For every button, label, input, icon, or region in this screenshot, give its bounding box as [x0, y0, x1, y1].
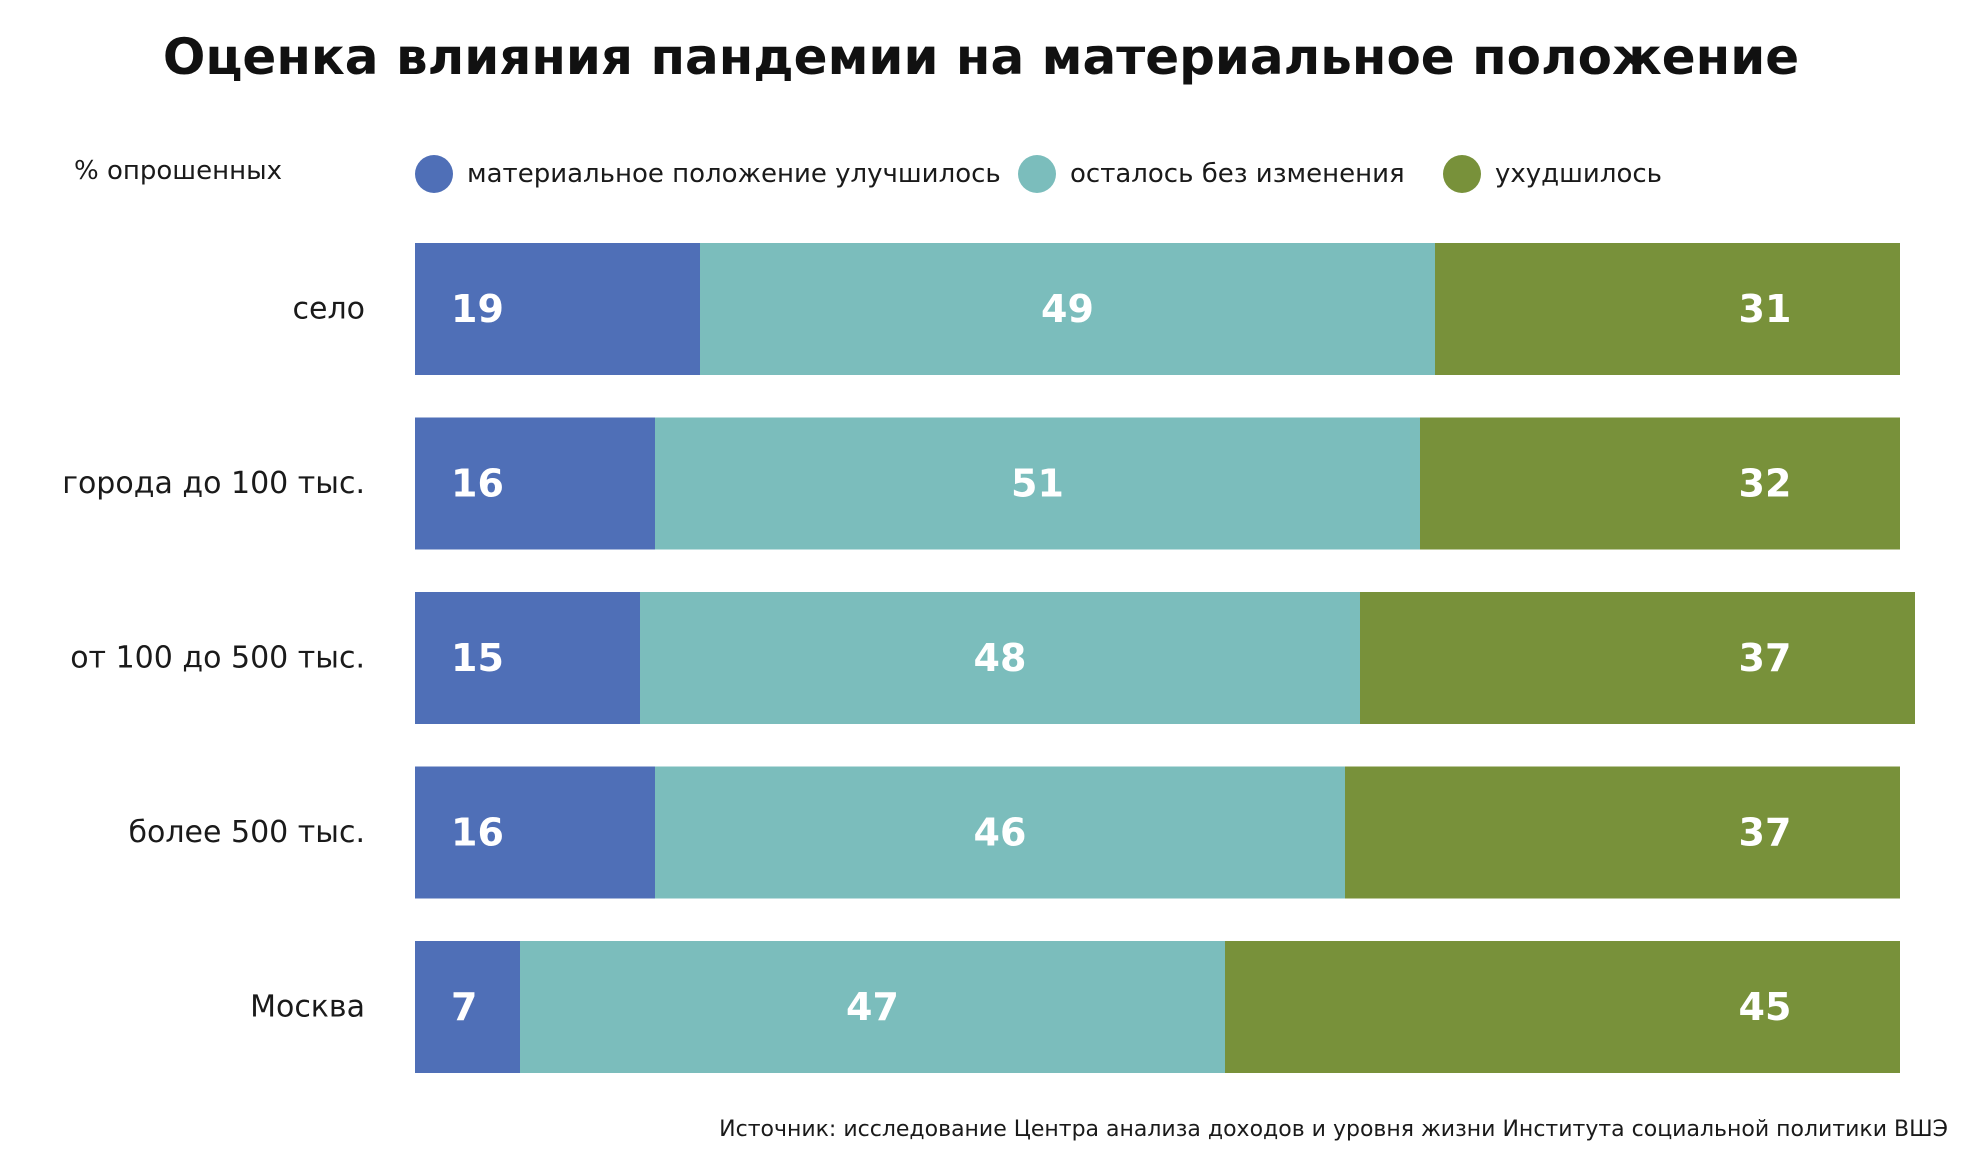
bar-segment-improved	[415, 766, 655, 899]
unit-label: % опрошенных	[74, 156, 282, 186]
bar-segment-unchanged	[655, 417, 1420, 550]
value-label-unchanged: 48	[974, 636, 1027, 680]
legend-item-worsened: ухудшилось	[1443, 154, 1662, 194]
category-label: Москва	[250, 990, 365, 1025]
value-label-worsened: 31	[1739, 287, 1792, 331]
value-label-improved: 7	[451, 985, 477, 1029]
legend-marker-worsened	[1443, 155, 1481, 193]
bar-segment-unchanged	[640, 592, 1360, 724]
bar-segment-worsened	[1345, 766, 1900, 899]
value-label-worsened: 37	[1739, 636, 1792, 680]
legend-item-improved: материальное положение улучшилось	[415, 154, 1001, 194]
bar-row: города до 100 тыс. 16 51 32	[62, 417, 1900, 550]
bar-segment-unchanged	[700, 243, 1435, 375]
legend-marker-unchanged	[1018, 155, 1056, 193]
legend-label-worsened: ухудшилось	[1495, 159, 1662, 189]
bar-segment-unchanged	[520, 941, 1225, 1073]
bar-row: более 500 тыс. 16 46 37	[129, 766, 1900, 899]
legend-item-unchanged: осталось без изменения	[1018, 154, 1405, 194]
bar-segment-worsened	[1420, 417, 1900, 550]
chart-title: Оценка влияния пандемии на материальное …	[162, 28, 1800, 86]
bar-segment-improved	[415, 243, 700, 375]
bar-row: от 100 до 500 тыс. 15 48 37	[70, 592, 1915, 724]
value-label-unchanged: 51	[1011, 462, 1064, 506]
legend-label-improved: материальное положение улучшилось	[467, 159, 1001, 189]
value-label-improved: 19	[451, 287, 504, 331]
category-label: село	[293, 292, 365, 327]
bar-segment-improved	[415, 592, 640, 724]
category-label: более 500 тыс.	[129, 815, 365, 850]
bar-segment-worsened	[1435, 243, 1900, 375]
value-label-unchanged: 49	[1041, 287, 1094, 331]
bar-segment-improved	[415, 941, 520, 1073]
category-label: города до 100 тыс.	[62, 466, 365, 501]
value-label-unchanged: 47	[846, 985, 899, 1029]
bar-row: Москва 7 47 45	[250, 941, 1900, 1073]
bar-segment-worsened	[1360, 592, 1915, 724]
value-label-worsened: 45	[1739, 985, 1792, 1029]
bar-segment-worsened	[1225, 941, 1900, 1073]
value-label-unchanged: 46	[974, 811, 1027, 855]
value-label-worsened: 37	[1739, 811, 1792, 855]
legend-marker-improved	[415, 155, 453, 193]
value-label-improved: 15	[451, 636, 504, 680]
value-label-worsened: 32	[1739, 462, 1792, 506]
category-label: от 100 до 500 тыс.	[70, 641, 365, 676]
bar-segment-unchanged	[655, 766, 1345, 899]
source-note: Источник: исследование Центра анализа до…	[719, 1117, 1948, 1142]
value-label-improved: 16	[451, 462, 504, 506]
value-label-improved: 16	[451, 811, 504, 855]
bar-segment-improved	[415, 417, 655, 550]
bar-row: село 19 49 31	[293, 243, 1900, 375]
legend-label-unchanged: осталось без изменения	[1070, 159, 1405, 189]
